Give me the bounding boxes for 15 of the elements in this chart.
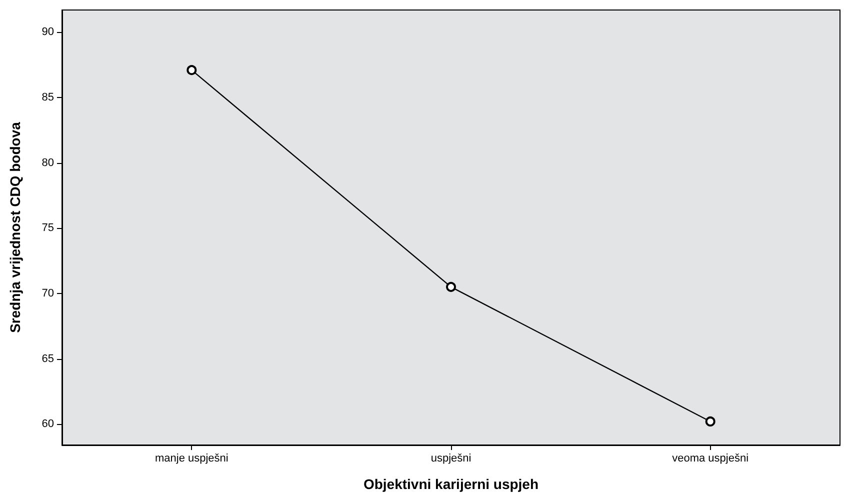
y-tick-label: 75 <box>42 222 54 234</box>
y-tick-label: 60 <box>42 418 54 430</box>
y-tick-label: 70 <box>42 287 54 300</box>
point <box>705 416 716 426</box>
x-axis-title: Objektivni karijerni uspjeh <box>363 476 539 492</box>
point <box>186 65 197 76</box>
x-tick-label: uspješni <box>430 452 472 464</box>
x-tick-label: manje uspješni <box>154 452 228 464</box>
y-tick-label: 80 <box>42 156 54 169</box>
x-tick-label: veoma uspješni <box>672 452 749 464</box>
y-tick-label: 85 <box>42 92 54 104</box>
y-tick-label: 90 <box>42 26 54 38</box>
y-axis-title: Srednja vrijednost CDQ bodova <box>7 122 23 333</box>
point <box>446 282 456 292</box>
y-tick-label: 65 <box>42 352 54 365</box>
